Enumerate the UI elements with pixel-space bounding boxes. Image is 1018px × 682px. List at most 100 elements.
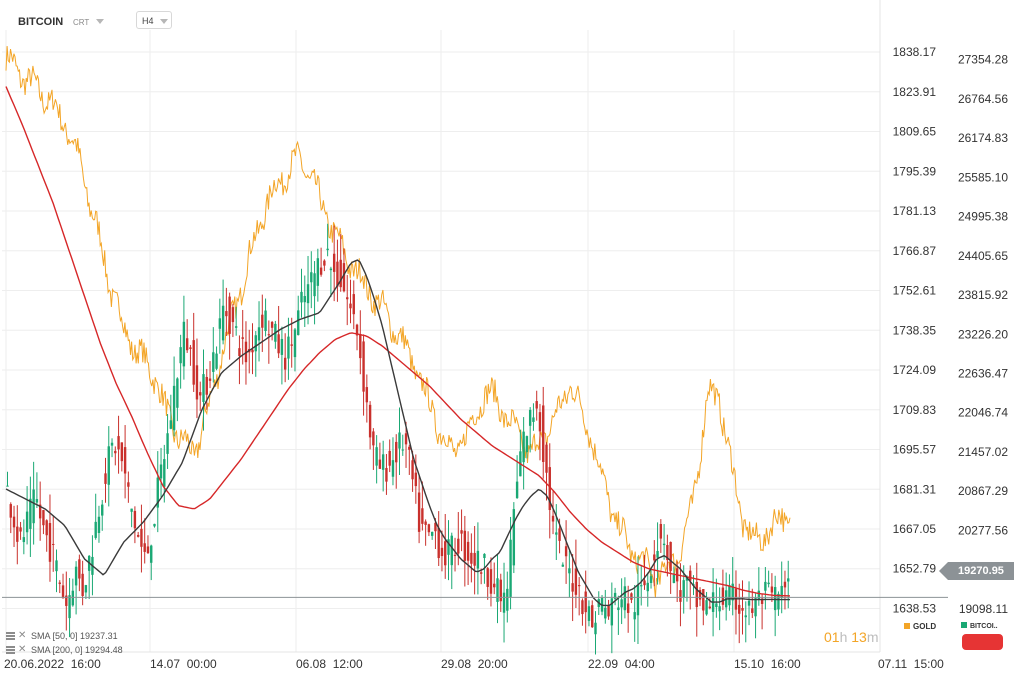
candle-body: [342, 263, 346, 292]
candle-body: [773, 587, 777, 611]
candle-body: [58, 582, 61, 584]
candle-body: [489, 569, 493, 594]
candle-body: [640, 585, 643, 587]
candle-body: [42, 510, 45, 526]
instrument-bitcoin[interactable]: BITCOI..: [961, 622, 998, 630]
gold-axis-tick-label: 1752.61: [893, 284, 937, 298]
candle-body: [372, 431, 375, 446]
candle-body: [264, 310, 267, 332]
candle-body: [515, 481, 519, 499]
candle-body: [715, 603, 718, 608]
bitcoin-axis-tick-label: 22046.74: [958, 406, 1008, 420]
candle-body: [127, 482, 130, 487]
candle-body: [587, 606, 591, 621]
candle-body: [110, 442, 114, 446]
candle-body: [355, 324, 359, 336]
candle-body: [679, 590, 682, 602]
candle-body: [133, 510, 137, 529]
candle-body: [182, 321, 186, 367]
candle-body: [646, 582, 649, 592]
candle-body: [568, 568, 571, 574]
gold-axis-tick-label: 1681.31: [893, 482, 937, 496]
candle-body: [404, 433, 408, 445]
candle-body: [368, 404, 372, 438]
close-icon[interactable]: ✕: [18, 630, 27, 641]
x-axis-tick-label: 20.06.2022 16:00: [4, 657, 101, 671]
gold-axis-tick-label: 1695.57: [893, 443, 937, 457]
candle-body: [117, 436, 120, 450]
chart-type-label[interactable]: CRT: [73, 18, 90, 27]
candle-body: [241, 337, 244, 339]
candle-body: [669, 541, 672, 571]
candle-body: [493, 583, 496, 588]
bitcoin-axis-tick-label: 20867.29: [958, 484, 1008, 498]
gold-price-line: [5, 46, 791, 599]
close-icon[interactable]: ✕: [18, 644, 27, 655]
candle-body: [685, 577, 689, 581]
candle-body: [417, 492, 421, 532]
candle-body: [261, 314, 264, 328]
candle-body: [169, 420, 173, 429]
candle-body: [466, 541, 470, 561]
candle-body: [192, 340, 195, 385]
candle-body: [228, 296, 231, 334]
bitcoin-axis-tick-label: 23815.92: [958, 288, 1008, 302]
candle-body: [202, 374, 205, 402]
candle-body: [630, 593, 633, 600]
settings-lines-icon[interactable]: [6, 632, 15, 640]
candle-body: [450, 535, 453, 566]
symbol-label[interactable]: BITCOIN: [18, 16, 64, 28]
candle-body: [738, 604, 741, 614]
candle-body: [662, 543, 666, 546]
bitcoin-axis-tick-label: 25585.10: [958, 170, 1008, 184]
candle-body: [29, 498, 32, 529]
candle-body: [548, 467, 551, 511]
candle-body: [195, 365, 199, 400]
remove-instrument-button[interactable]: [962, 634, 1003, 650]
candle-body: [365, 387, 369, 403]
candle-body: [682, 580, 685, 598]
candle-body: [150, 545, 153, 563]
candle-body: [176, 378, 179, 408]
candle-body: [499, 579, 502, 602]
bitcoin-axis-tick-label: 24995.38: [958, 210, 1008, 224]
candle-body: [437, 527, 440, 559]
candle-body: [68, 595, 71, 619]
candle-body: [313, 273, 316, 297]
candle-body: [502, 592, 506, 613]
candle-body: [564, 546, 568, 557]
candle-body: [84, 585, 88, 593]
candle-body: [346, 297, 349, 300]
candle-body: [767, 582, 770, 585]
candle-body: [538, 412, 542, 432]
candle-body: [424, 521, 427, 525]
candle-body: [293, 329, 297, 358]
timeframe-select[interactable]: H4: [136, 11, 172, 29]
candle-body: [561, 564, 565, 567]
candle-body: [584, 591, 587, 613]
candle-body: [159, 464, 163, 479]
chevron-down-icon[interactable]: [96, 19, 104, 24]
candle-body: [166, 433, 169, 454]
candle-body: [705, 600, 708, 615]
candle-body: [764, 581, 767, 591]
gold-axis-tick-label: 1781.13: [893, 204, 937, 218]
candle-body: [777, 593, 780, 610]
candle-body: [760, 598, 764, 604]
candle-body: [359, 334, 362, 359]
candle-body: [574, 568, 578, 595]
candle-body: [731, 583, 734, 601]
candle-body: [476, 550, 480, 569]
current-price-tag: 19270.95: [939, 562, 1014, 580]
instrument-gold[interactable]: GOLD: [904, 622, 936, 631]
candle-body: [747, 600, 751, 606]
settings-lines-icon[interactable]: [6, 646, 15, 654]
candle-body: [460, 530, 463, 534]
gold-axis-tick-label: 1838.17: [893, 45, 937, 59]
candle-body: [672, 574, 676, 583]
candle-body: [430, 531, 434, 536]
candle-body: [555, 532, 558, 535]
candle-body: [666, 545, 669, 561]
